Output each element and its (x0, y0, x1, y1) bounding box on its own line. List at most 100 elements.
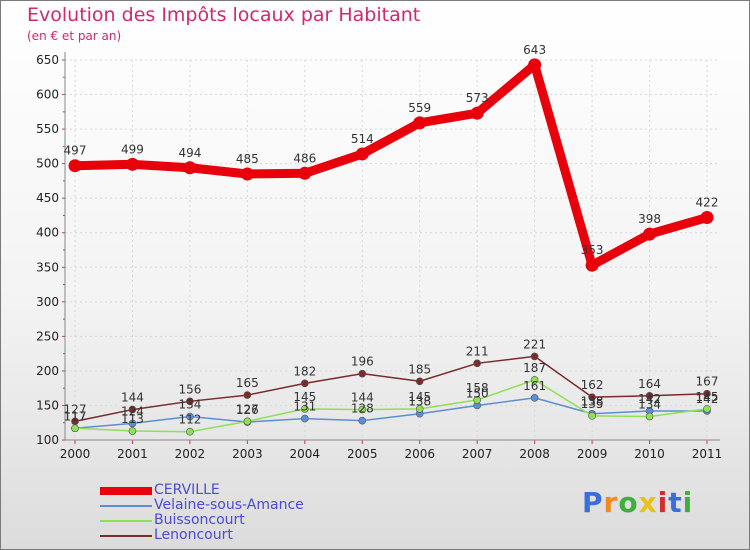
data-point (128, 427, 137, 435)
x-tick-label: 2007 (462, 447, 493, 461)
data-label: 134 (638, 398, 661, 412)
data-label: 162 (581, 378, 604, 392)
x-tick-label: 2005 (347, 447, 378, 461)
y-tick-label: 400 (36, 226, 59, 240)
data-point (301, 405, 309, 413)
data-point (186, 412, 194, 421)
data-label: 486 (293, 151, 316, 165)
data-label: 643 (523, 43, 546, 57)
data-point (183, 161, 197, 175)
data-point (643, 227, 657, 241)
data-label: 156 (178, 382, 201, 396)
x-tick-label: 2010 (634, 447, 665, 461)
data-point (243, 391, 252, 399)
data-label: 514 (351, 132, 374, 146)
x-tick-label: 2004 (290, 447, 321, 461)
x-tick-label: 2009 (577, 447, 608, 461)
series-line (74, 379, 708, 433)
data-point (358, 405, 367, 414)
data-label: 112 (178, 413, 201, 427)
legend-swatch-velaine (100, 505, 152, 507)
series-lenoncourt (71, 352, 711, 426)
data-label: 398 (638, 212, 661, 226)
y-tick-label: 150 (36, 398, 59, 412)
data-point (645, 412, 654, 421)
data-label: 142 (638, 392, 661, 406)
data-point (588, 393, 596, 401)
x-tick-label: 2000 (60, 447, 91, 461)
logo-letter: o (618, 486, 639, 519)
data-label: 145 (408, 390, 431, 404)
data-point (703, 389, 711, 398)
data-label: 142 (696, 392, 719, 406)
x-tick-label: 2001 (117, 447, 148, 461)
y-tick-label: 550 (36, 122, 59, 136)
data-label: 165 (236, 376, 259, 390)
data-label: 185 (408, 362, 431, 376)
data-label: 559 (408, 101, 431, 115)
series-velaine-sous-amance (71, 394, 711, 433)
data-label: 124 (121, 404, 144, 418)
series-line (74, 397, 708, 430)
data-point (71, 424, 79, 433)
data-point (473, 359, 481, 368)
data-point (301, 414, 309, 423)
data-label: 353 (581, 243, 604, 257)
data-label: 128 (351, 402, 374, 416)
chart-subtitle: (en € et par an) (27, 29, 122, 43)
y-tick-label: 250 (36, 329, 59, 343)
data-label: 113 (121, 412, 144, 426)
logo-letter: P (582, 486, 604, 519)
y-tick-label: 500 (36, 157, 59, 171)
legend-label-lenoncourt: Lenoncourt (154, 527, 233, 543)
data-label: 138 (408, 395, 431, 409)
data-label: 131 (293, 400, 316, 414)
proxiti-logo: Proxiti (582, 486, 693, 519)
data-label: 494 (178, 146, 201, 160)
data-label: 422 (696, 196, 719, 210)
data-label: 161 (523, 379, 546, 393)
legend-swatch-buissoncourt (100, 520, 152, 522)
data-label: 117 (64, 409, 87, 423)
x-tick-label: 2008 (519, 447, 550, 461)
data-point (298, 166, 312, 180)
data-label: 117 (64, 409, 87, 423)
y-tick-label: 650 (36, 53, 59, 67)
data-point (415, 377, 424, 386)
logo-letter: t (668, 486, 683, 519)
data-point (125, 157, 139, 171)
legend-swatch-cerville (100, 487, 152, 495)
series-cerville (68, 58, 714, 272)
data-label: 145 (293, 390, 316, 404)
data-label: 126 (236, 403, 259, 417)
logo-letter: x (638, 486, 658, 519)
data-label: 150 (466, 386, 489, 400)
data-label: 182 (293, 364, 316, 378)
data-point (530, 376, 539, 384)
x-tick-label: 2002 (175, 447, 206, 461)
y-tick-label: 350 (36, 260, 59, 274)
data-point (186, 427, 194, 436)
data-label: 145 (696, 390, 719, 404)
series-line (74, 355, 708, 423)
x-tick-label: 2011 (692, 447, 723, 461)
data-point (413, 116, 427, 130)
y-tick-label: 100 (36, 433, 59, 447)
data-label: 167 (696, 375, 719, 389)
logo-letter: i (657, 486, 669, 519)
data-label: 499 (121, 142, 144, 156)
data-point (358, 416, 367, 425)
y-tick-label: 600 (36, 88, 59, 102)
data-label: 158 (466, 381, 489, 395)
legend-swatch-lenoncourt (100, 535, 152, 537)
data-label: 497 (64, 144, 87, 158)
data-point (588, 412, 596, 420)
data-label: 196 (351, 355, 374, 369)
data-point (470, 106, 484, 120)
data-point (128, 419, 137, 428)
y-tick-label: 200 (36, 364, 59, 378)
series-line (70, 60, 712, 270)
legend-label-buissoncourt: Buissoncourt (154, 512, 245, 528)
data-label: 211 (466, 344, 489, 358)
